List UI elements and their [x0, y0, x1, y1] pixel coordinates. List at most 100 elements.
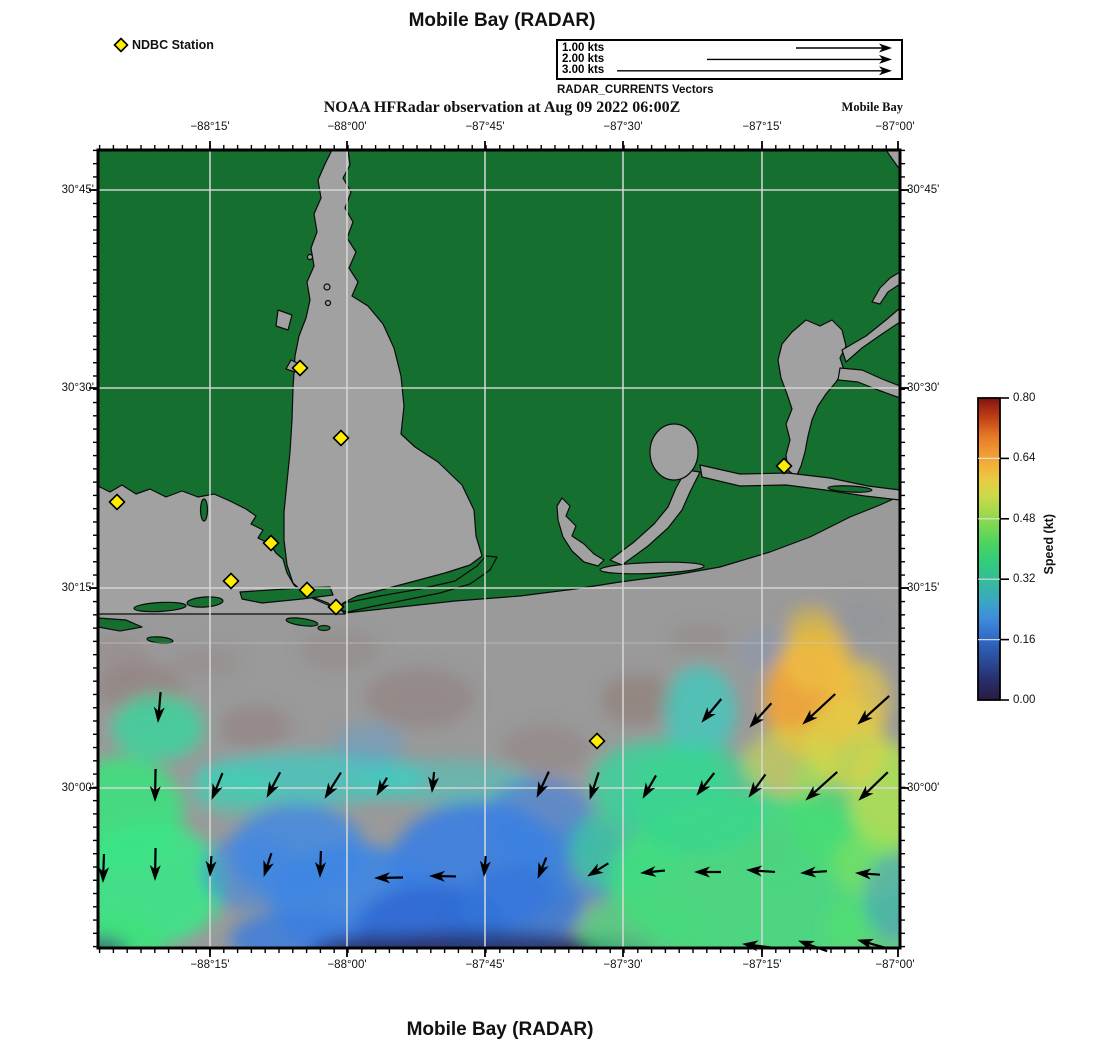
current-vector [855, 868, 881, 880]
colorbar [977, 397, 1009, 701]
speed-field-blob [670, 624, 730, 656]
ndbc-station-marker [588, 732, 606, 750]
speed-field-blob [744, 728, 836, 796]
current-vector [802, 693, 836, 725]
ndbc-station-marker [222, 572, 240, 590]
ndbc-station-marker [262, 534, 280, 552]
current-vector [805, 771, 838, 801]
icw-wolf-channel [609, 469, 701, 566]
current-vector [149, 847, 161, 881]
speed-field-blob [664, 666, 736, 758]
vector-legend-box: 1.00 kts 2.00 kts 3.00 kts [556, 39, 903, 80]
current-vector [205, 855, 217, 877]
speed-field-blob [824, 598, 892, 642]
speed-field-blob [786, 606, 838, 650]
vector-legend-entry: 1.00 kts [562, 42, 605, 54]
ndbc-station-marker [291, 359, 309, 377]
subtitle: NOAA HFRadar observation at Aug 09 2022 … [323, 99, 681, 116]
current-vector [324, 771, 342, 799]
current-vector [315, 850, 327, 878]
vector-legend-head [879, 43, 892, 53]
speed-field-blob [365, 668, 475, 728]
bottom-title: Mobile Bay (RADAR) [406, 1019, 594, 1040]
current-vector [642, 774, 657, 799]
vector-legend-head [879, 66, 892, 76]
speed-field-blob [230, 910, 370, 948]
current-vector [858, 771, 889, 801]
west-shore-inlet [275, 309, 293, 331]
top-title: Mobile Bay (RADAR) [408, 10, 596, 31]
ndbc-legend-diamond-icon [113, 37, 129, 53]
speed-field-blob [580, 895, 700, 948]
speed-field-blob [98, 937, 128, 948]
current-vector [800, 866, 828, 878]
ndbc-legend-label: NDBC Station [132, 38, 214, 52]
speed-field-blob [357, 760, 533, 804]
ndbc-station-marker [298, 581, 316, 599]
vector-legend-entry: 2.00 kts [562, 53, 605, 65]
current-vector [153, 692, 165, 723]
speed-field-blob [219, 706, 291, 750]
barrier-island [133, 601, 187, 613]
mobile-bay-water [283, 149, 483, 613]
current-vector [266, 771, 282, 798]
current-vector [746, 865, 776, 877]
wolf-bay-water [649, 423, 699, 481]
current-vector [374, 872, 404, 884]
current-vector [479, 855, 491, 877]
vector-legend-caption: RADAR_CURRENTS Vectors [557, 84, 714, 96]
current-vector [640, 865, 665, 877]
vector-legend-arrows [617, 43, 892, 76]
speed-field-blob [335, 723, 405, 767]
ndbc-station-marker [775, 457, 793, 475]
current-vector [696, 772, 716, 796]
colorbar-gradient [977, 397, 1001, 701]
current-vector [536, 771, 550, 798]
speed-field-blob [98, 636, 148, 668]
weeks-bay-water [556, 497, 605, 567]
colorbar-title: Speed (kt) [1042, 514, 1056, 575]
speed-field-blob [174, 646, 242, 678]
speed-field-blob [830, 660, 890, 740]
point-aux-pins [199, 498, 209, 522]
speed-field-blob [300, 630, 380, 670]
graticule-layer [98, 150, 900, 948]
axis-ticks-layer [89, 141, 909, 957]
sand-islet [317, 624, 331, 632]
vector-legend-entry: 3.00 kts [562, 64, 605, 76]
speed-field-blob [191, 766, 275, 814]
current-vector [589, 772, 600, 800]
current-vector [857, 695, 890, 725]
vector-legend-head [879, 54, 892, 64]
speed-field-blob [112, 695, 204, 761]
current-vector [429, 870, 457, 882]
delta-pond [323, 283, 331, 291]
current-vector [211, 772, 224, 800]
fort-morgan-peninsula [339, 555, 498, 613]
speed-field-blob [863, 853, 900, 941]
speed-field-blob [602, 674, 678, 726]
perdido-bay-water [777, 319, 847, 478]
speed-field-blob [500, 725, 590, 775]
current-vector [263, 852, 274, 877]
speed-field-blob [202, 834, 298, 910]
little-lagoon-water [599, 561, 705, 575]
current-vector [98, 853, 110, 883]
current-vectors-layer [98, 692, 890, 953]
ndbc-stations-layer [108, 359, 793, 750]
current-vector [587, 862, 609, 877]
ndbc-station-marker [327, 598, 345, 616]
map-name-small: Mobile Bay [841, 100, 903, 114]
current-vector [149, 768, 161, 802]
current-vector [694, 866, 721, 878]
ndbc-station-marker [108, 493, 126, 511]
pelican-island [285, 617, 319, 627]
mississippi-sound-water [97, 484, 346, 615]
delta-pond [306, 253, 314, 261]
ono-island [827, 485, 873, 493]
current-vector [749, 702, 773, 728]
barrier-island [186, 596, 224, 608]
current-vector [376, 777, 390, 796]
